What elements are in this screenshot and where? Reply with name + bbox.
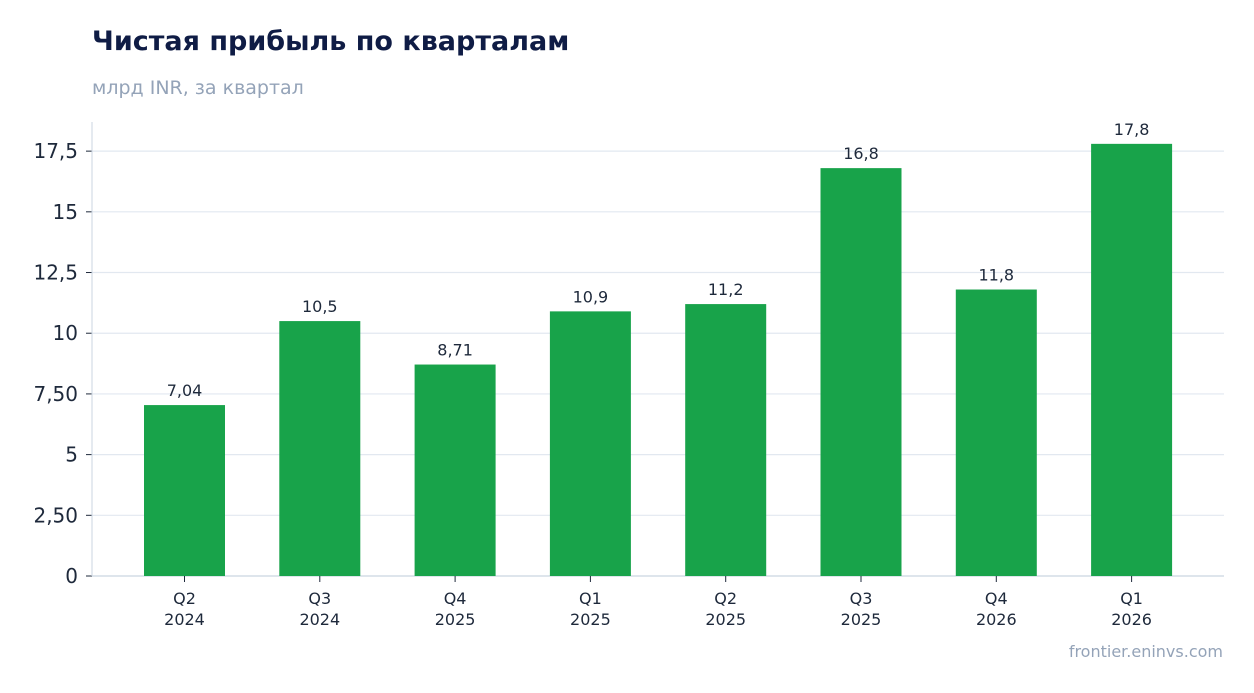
bars xyxy=(144,143,1173,576)
source-credit: frontier.eninvs.com xyxy=(1068,642,1223,661)
y-tick-label: 10 xyxy=(53,321,78,345)
bar-value-label: 8,71 xyxy=(437,341,473,360)
x-tick-label-quarter: Q4 xyxy=(444,589,467,608)
bar-value-label: 16,8 xyxy=(843,144,879,163)
bar xyxy=(1091,143,1173,576)
bar-value-label: 11,2 xyxy=(708,280,744,299)
x-tick-label-year: 2024 xyxy=(164,610,205,629)
y-tick-label: 7,50 xyxy=(33,382,78,406)
y-tick-label: 0 xyxy=(65,564,78,588)
axes xyxy=(86,122,1224,582)
x-tick-label-year: 2025 xyxy=(570,610,611,629)
x-tick-label-quarter: Q2 xyxy=(173,589,196,608)
gridlines xyxy=(92,150,1224,516)
x-tick-label-year: 2025 xyxy=(435,610,476,629)
chart-title: Чистая прибыль по кварталам xyxy=(92,26,570,57)
x-tick-label-quarter: Q3 xyxy=(308,589,331,608)
bar xyxy=(414,364,496,576)
x-tick-label-quarter: Q2 xyxy=(714,589,737,608)
x-tick-label-quarter: Q4 xyxy=(985,589,1008,608)
x-tick-label-year: 2026 xyxy=(976,610,1017,629)
bar-value-label: 7,04 xyxy=(167,381,203,400)
bar-value-label: 10,5 xyxy=(302,297,338,316)
x-tick-label-quarter: Q3 xyxy=(850,589,873,608)
x-tick-label-year: 2025 xyxy=(705,610,746,629)
bar xyxy=(955,289,1037,576)
bar-value-label: 10,9 xyxy=(573,287,609,306)
bar xyxy=(685,304,767,576)
labels: 0 2,50 5 7,50 10 12,5 15 17,5 7,04 Q2 2024 10,5 Q3 20… xyxy=(33,120,1151,629)
x-tick-label-quarter: Q1 xyxy=(579,589,602,608)
y-tick-label: 17,5 xyxy=(33,139,78,163)
x-tick-label-year: 2025 xyxy=(841,610,882,629)
bar xyxy=(279,321,361,576)
y-tick-label: 15 xyxy=(53,200,78,224)
bar-value-label: 11,8 xyxy=(978,266,1014,285)
bar xyxy=(820,168,902,576)
bar-value-label: 17,8 xyxy=(1114,120,1150,139)
x-tick-label-quarter: Q1 xyxy=(1120,589,1143,608)
bar xyxy=(144,405,225,576)
bar xyxy=(549,311,631,576)
chart-subtitle: млрд INR, за квартал xyxy=(92,77,304,99)
y-tick-label: 12,5 xyxy=(33,261,78,285)
x-tick-label-year: 2024 xyxy=(299,610,340,629)
y-tick-label: 5 xyxy=(65,443,78,467)
x-tick-label-year: 2026 xyxy=(1111,610,1152,629)
y-tick-label: 2,50 xyxy=(33,503,78,527)
